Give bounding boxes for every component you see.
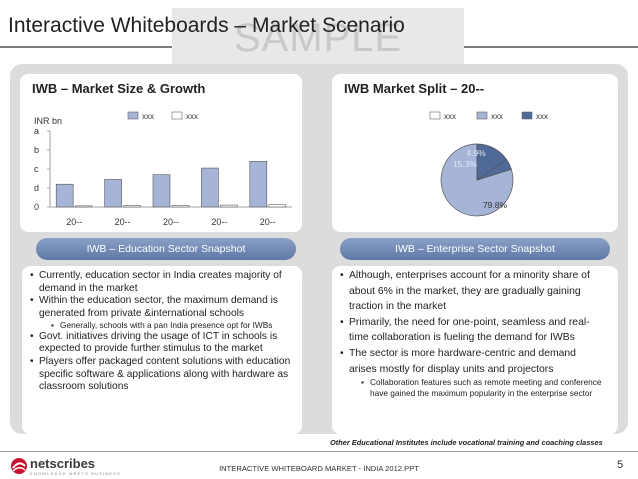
x-tick-label: 20--	[115, 217, 131, 227]
y-tick-label: d	[34, 183, 39, 193]
bar-series2	[171, 205, 190, 208]
pie-legend-label-2: xxx	[491, 112, 503, 121]
content-panel: IWB – Market Size & Growth INR bn xxx xxx 0…	[10, 64, 628, 434]
x-tick-label: 20--	[66, 217, 82, 227]
pie-legend-swatch-1	[429, 111, 441, 120]
bar-series1	[104, 179, 122, 208]
enterprise-bullets-card: Although, enterprises account for a mino…	[332, 266, 618, 434]
y-tick-label: a	[34, 126, 39, 136]
pie-label-1: 79.8%	[483, 200, 508, 210]
y-axis-label: INR bn	[34, 116, 62, 126]
sample-watermark-box: SAMPLE	[172, 8, 464, 64]
bullet-item: Currently, education sector in India cre…	[30, 270, 292, 295]
bar-series2	[220, 204, 238, 208]
pie-legend-swatch-2	[476, 111, 488, 120]
bar-series1	[201, 167, 219, 208]
footnote: Other Educational Institutes include voc…	[330, 438, 603, 447]
page-title: Interactive Whiteboards – Market Scenari…	[8, 14, 405, 37]
market-split-pie-chart: xxx xxx xxx 79.8% 15.3%4.9%	[429, 111, 548, 217]
logo-tagline: KNOWLEDGE MEETS BUSINESS	[30, 471, 122, 476]
market-split-title: IWB Market Split – 20--	[344, 81, 485, 96]
sub-bullet-item: Collaboration features such as remote me…	[340, 377, 602, 398]
bullet-item: Although, enterprises account for a mino…	[340, 268, 602, 315]
bar-series1	[249, 161, 268, 208]
pie-slice-3	[476, 158, 512, 181]
bullet-item: Primarily, the need for one-point, seaml…	[340, 315, 602, 346]
x-tick-label: 20--	[163, 217, 179, 227]
sub-bullet-item: Generally, schools with a pan India pres…	[30, 320, 292, 331]
education-snapshot-pill: IWB – Education Sector Snapshot	[36, 238, 296, 260]
y-tick-label: b	[34, 145, 39, 155]
education-bullet-list: Currently, education sector in India cre…	[30, 270, 292, 394]
footer-title: INTERACTIVE WHITEBOARD MARKET - INDIA 20…	[219, 464, 419, 473]
enterprise-bullet-list: Although, enterprises account for a mino…	[340, 268, 602, 398]
market-split-card: IWB Market Split – 20-- xxx xxx xxx 79.8% 15…	[332, 74, 618, 232]
legend-swatch-2	[171, 111, 183, 120]
bullet-item: Players offer packaged content solutions…	[30, 356, 292, 394]
bar-series2	[74, 205, 93, 208]
y-tick-label: c	[34, 164, 39, 174]
education-bullets-card: Currently, education sector in India cre…	[22, 266, 302, 434]
logo-text: netscribes	[30, 456, 96, 471]
y-tick-label: 0	[34, 202, 39, 212]
bullet-item: The sector is more hardware-centric and …	[340, 346, 602, 377]
pie-legend-label-1: xxx	[444, 112, 456, 121]
legend-swatch-1	[127, 111, 139, 120]
pie-label-2: 15.3%	[453, 159, 478, 169]
bar-series2	[123, 205, 141, 208]
market-size-title: IWB – Market Size & Growth	[32, 81, 206, 96]
legend-label-1: xxx	[142, 112, 154, 121]
page-number: 5	[617, 459, 624, 471]
bar-series2	[268, 204, 287, 208]
x-tick-label: 20--	[260, 217, 276, 227]
enterprise-snapshot-pill: IWB – Enterprise Sector Snapshot	[340, 238, 610, 260]
bar-series1	[152, 174, 171, 208]
x-tick-label: 20--	[211, 217, 227, 227]
pie-legend-swatch-3	[521, 111, 533, 120]
sample-watermark: SAMPLE	[233, 16, 403, 60]
bullet-item: Govt. initiatives driving the usage of I…	[30, 331, 292, 356]
footer-divider	[0, 451, 638, 452]
bullet-item: Within the education sector, the maximum…	[30, 295, 292, 320]
logo-mark-icon	[11, 458, 27, 474]
bar-series1	[55, 183, 74, 208]
pie-label-3: 4.9%	[466, 148, 486, 158]
legend-label-2: xxx	[186, 112, 198, 121]
market-size-card: IWB – Market Size & Growth INR bn xxx xxx 0…	[20, 74, 302, 232]
pie-legend-label-3: xxx	[536, 112, 548, 121]
